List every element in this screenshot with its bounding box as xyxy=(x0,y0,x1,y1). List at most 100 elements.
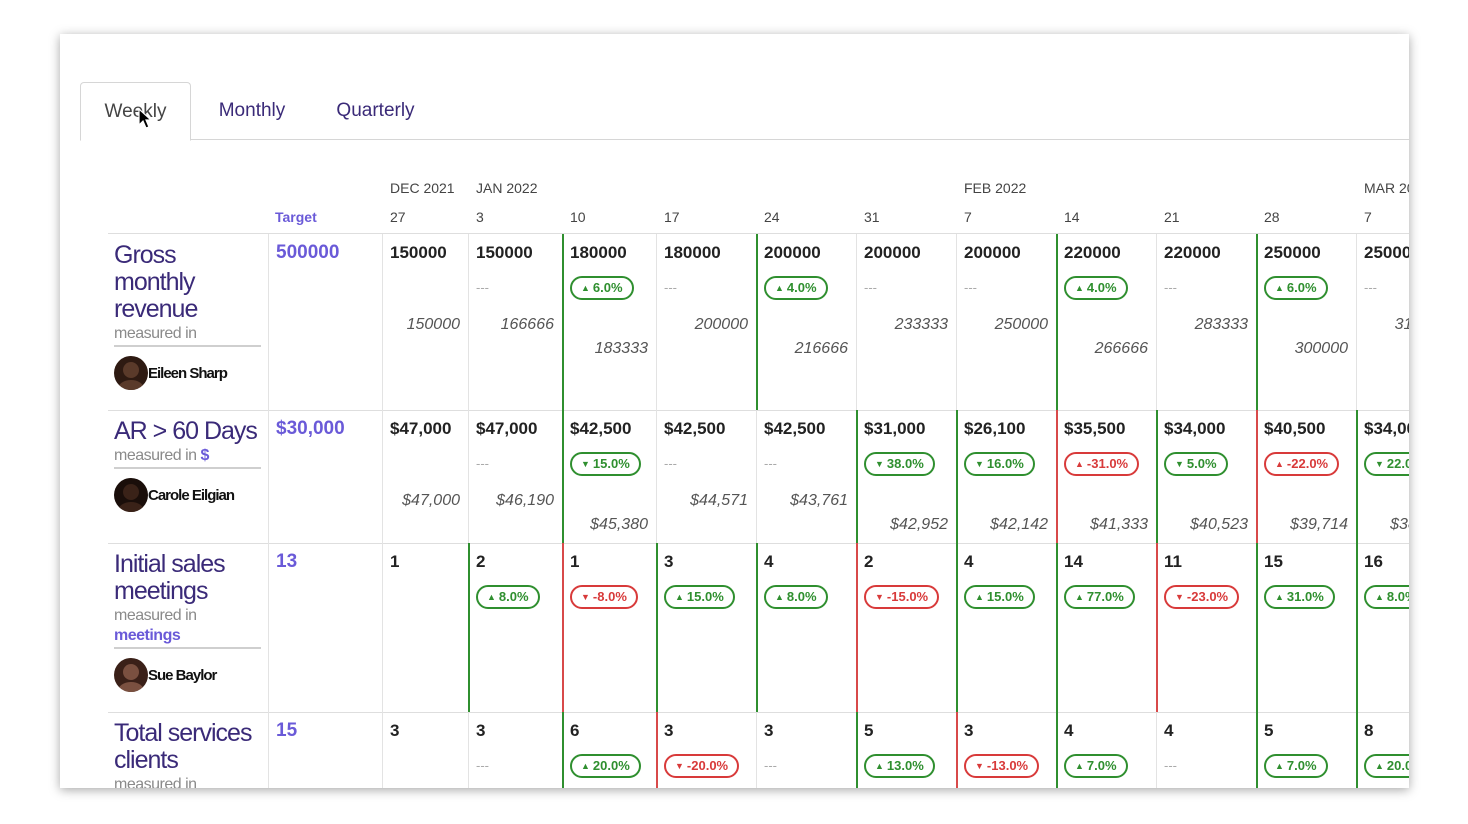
change-percent: 20.0% xyxy=(592,758,630,773)
actual-value[interactable]: 250000 xyxy=(1364,243,1409,262)
target-value[interactable]: $30,000 xyxy=(276,418,345,439)
change-badge: ▼ 38.0% xyxy=(864,452,935,476)
actual-value[interactable]: 200000 xyxy=(764,243,821,262)
actual-value[interactable]: 1 xyxy=(390,552,400,571)
target-value[interactable]: 15 xyxy=(276,720,298,741)
actual-value[interactable]: $35,500 xyxy=(1064,419,1126,438)
tab-quarterly[interactable]: Quarterly xyxy=(336,100,415,121)
kpi-title[interactable]: clients xyxy=(114,746,179,774)
owner-name[interactable]: Sue Baylor xyxy=(148,667,217,684)
actual-value[interactable]: $34,000 xyxy=(1364,419,1409,438)
actual-value[interactable]: 150000 xyxy=(476,243,533,262)
actual-value[interactable]: 3 xyxy=(664,552,674,571)
actual-value[interactable]: $26,100 xyxy=(964,419,1026,438)
actual-value[interactable]: 200000 xyxy=(864,243,921,262)
cell-divider xyxy=(1256,543,1258,712)
owner-avatar[interactable] xyxy=(114,478,148,512)
kpi-title[interactable]: Total services xyxy=(114,719,252,747)
owner-avatar[interactable] xyxy=(114,658,148,692)
actual-value[interactable]: $40,500 xyxy=(1264,419,1326,438)
actual-value[interactable]: 14 xyxy=(1064,552,1083,571)
actual-value[interactable]: 5 xyxy=(1264,721,1274,740)
actual-value[interactable]: 4 xyxy=(1064,721,1074,740)
measured-in-label: measured in $ xyxy=(114,446,209,466)
day-label: 10 xyxy=(570,209,586,225)
actual-value[interactable]: 220000 xyxy=(1064,243,1121,262)
cell-divider xyxy=(1356,410,1358,543)
tab-monthly[interactable]: Monthly xyxy=(218,100,286,121)
owner-name[interactable]: Carole Eilgian xyxy=(148,487,235,504)
actual-value[interactable]: $42,500 xyxy=(764,419,826,438)
change-badge: ▲20.0% xyxy=(570,754,641,778)
change-percent: 6.0% xyxy=(1286,280,1317,295)
actual-value[interactable]: 2 xyxy=(476,552,486,571)
change-badge: ▲8.0% xyxy=(1364,585,1409,609)
cell-divider xyxy=(956,712,958,788)
arrow-up-icon: ▲ xyxy=(1375,761,1384,771)
actual-value[interactable]: $42,500 xyxy=(664,419,726,438)
actual-value[interactable]: 1 xyxy=(570,552,580,571)
cell-divider xyxy=(1156,410,1158,543)
kpi-title[interactable]: meetings xyxy=(114,577,208,605)
target-value[interactable]: 13 xyxy=(276,551,298,572)
kpi-title[interactable]: Initial sales xyxy=(114,550,226,578)
kpi-title[interactable]: Gross xyxy=(114,241,177,269)
cell-divider xyxy=(1156,234,1157,410)
target-value[interactable]: 500000 xyxy=(276,242,340,263)
owner-name[interactable]: Eileen Sharp xyxy=(148,365,228,382)
unit-label[interactable]: meetings xyxy=(114,627,181,644)
actual-value[interactable]: 2 xyxy=(864,552,874,571)
change-badge: ▲ 15.0% xyxy=(664,585,735,609)
actual-value[interactable]: 15 xyxy=(1264,552,1283,571)
measured-in-text: measured in xyxy=(114,447,197,464)
kpi-title[interactable]: revenue xyxy=(114,295,198,323)
cell-divider xyxy=(1056,543,1058,712)
cell-divider xyxy=(1256,410,1258,543)
actual-value[interactable]: 3 xyxy=(764,721,774,740)
actual-value[interactable]: 180000 xyxy=(570,243,627,262)
actual-value[interactable]: $42,500 xyxy=(570,419,632,438)
kpi-title[interactable]: monthly xyxy=(114,268,196,296)
actual-value[interactable]: 220000 xyxy=(1164,243,1221,262)
actual-value[interactable]: 250000 xyxy=(1264,243,1321,262)
actual-value[interactable]: 3 xyxy=(964,721,974,740)
actual-value[interactable]: 4 xyxy=(764,552,774,571)
change-percent: 15.0% xyxy=(592,456,630,471)
target-column-divider xyxy=(268,543,269,712)
change-badge: ▼ -15.0% xyxy=(864,585,940,609)
actual-value[interactable]: 3 xyxy=(476,721,486,740)
projection-value: 183333 xyxy=(594,340,648,357)
owner-avatar[interactable] xyxy=(114,356,148,390)
kpi-title[interactable]: AR > 60 Days xyxy=(114,417,258,445)
projection-value: $43,761 xyxy=(790,492,848,509)
actual-value[interactable]: 150000 xyxy=(390,243,447,262)
cell-divider xyxy=(656,234,657,410)
actual-value[interactable]: 16 xyxy=(1364,552,1383,571)
change-badge: ▲ 4.0% xyxy=(1064,276,1128,300)
unit-label[interactable]: $ xyxy=(200,447,210,464)
arrow-up-icon: ▲ xyxy=(975,592,984,602)
actual-value[interactable]: 5 xyxy=(864,721,874,740)
actual-value[interactable]: 4 xyxy=(1164,721,1174,740)
cell-divider xyxy=(856,234,857,410)
actual-value[interactable]: 3 xyxy=(664,721,674,740)
change-percent: 15.0% xyxy=(986,589,1024,604)
actual-value[interactable]: 8 xyxy=(1364,721,1374,740)
change-percent: -8.0% xyxy=(592,589,627,604)
cell-divider xyxy=(1056,234,1058,410)
actual-value[interactable]: 180000 xyxy=(664,243,721,262)
kpi-scorecard-window: Weekly Monthly Quarterly Target DEC 2021… xyxy=(60,34,1409,788)
actual-value[interactable]: 11 xyxy=(1164,552,1182,571)
actual-value[interactable]: 6 xyxy=(570,721,580,740)
change-badge: ▼ -20.0% xyxy=(664,754,740,778)
actual-value[interactable]: $47,000 xyxy=(476,419,538,438)
actual-value[interactable]: $34,000 xyxy=(1164,419,1226,438)
actual-value[interactable]: 200000 xyxy=(964,243,1021,262)
actual-value[interactable]: $31,000 xyxy=(864,419,926,438)
tab-weekly[interactable]: Weekly xyxy=(80,82,191,141)
actual-value[interactable]: 4 xyxy=(964,552,974,571)
actual-value[interactable]: $47,000 xyxy=(390,419,452,438)
cell-divider xyxy=(382,543,383,712)
actual-value[interactable]: 3 xyxy=(390,721,400,740)
change-percent: 77.0% xyxy=(1086,589,1124,604)
